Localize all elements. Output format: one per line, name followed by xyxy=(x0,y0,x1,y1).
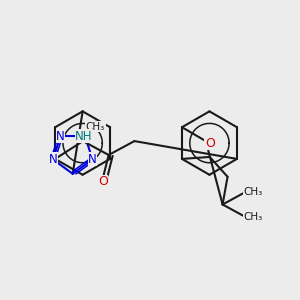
Text: O: O xyxy=(98,175,108,188)
Text: NH: NH xyxy=(75,130,93,142)
Text: CH₃: CH₃ xyxy=(244,212,263,222)
Text: N: N xyxy=(56,130,65,142)
Text: CH₃: CH₃ xyxy=(86,122,105,132)
Text: O: O xyxy=(205,136,215,150)
Text: N: N xyxy=(81,130,89,142)
Text: N: N xyxy=(49,153,57,166)
Text: CH₃: CH₃ xyxy=(244,187,263,196)
Text: N: N xyxy=(88,153,97,166)
